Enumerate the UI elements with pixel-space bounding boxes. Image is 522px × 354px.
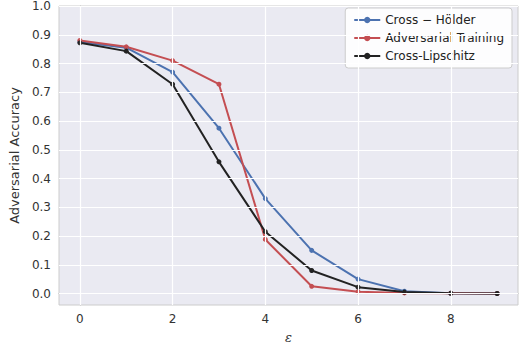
svg-text:1.0: 1.0 [32, 0, 51, 13]
svg-text:0.2: 0.2 [32, 229, 51, 243]
svg-text:Cross-Lipschitz: Cross-Lipschitz [385, 49, 475, 63]
svg-text:0.9: 0.9 [32, 28, 51, 42]
svg-text:0: 0 [76, 312, 84, 326]
svg-text:Cross − Hölder: Cross − Hölder [385, 13, 475, 27]
svg-text:6: 6 [354, 312, 362, 326]
svg-text:0.5: 0.5 [32, 143, 51, 157]
svg-text:0.0: 0.0 [32, 287, 51, 301]
svg-text:Adversarial Training: Adversarial Training [385, 31, 504, 45]
svg-text:ε: ε [285, 330, 292, 345]
svg-text:0.6: 0.6 [32, 114, 51, 128]
svg-text:0.3: 0.3 [32, 200, 51, 214]
svg-text:2: 2 [169, 312, 177, 326]
svg-text:0.7: 0.7 [32, 85, 51, 99]
svg-text:4: 4 [261, 312, 269, 326]
svg-text:0.8: 0.8 [32, 57, 51, 71]
svg-text:8: 8 [447, 312, 455, 326]
svg-text:Adversarial Accuracy: Adversarial Accuracy [7, 87, 22, 224]
svg-text:0.1: 0.1 [32, 258, 51, 272]
svg-text:0.4: 0.4 [32, 172, 51, 186]
